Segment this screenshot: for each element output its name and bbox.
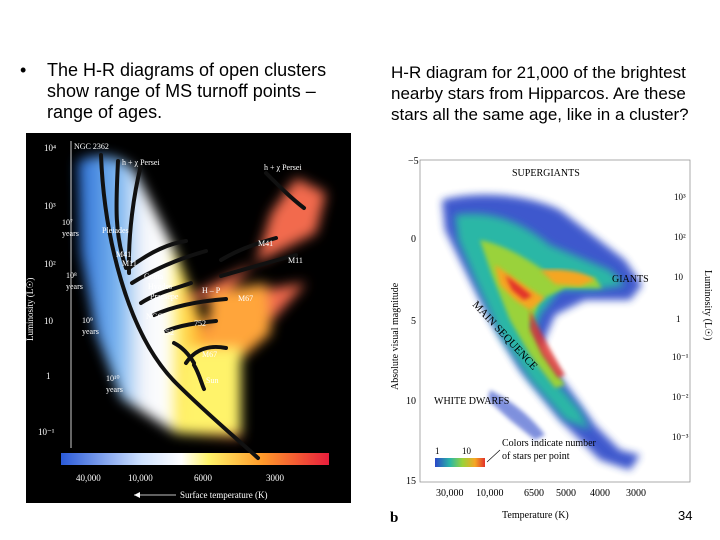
age-label: 10⁸ (66, 271, 77, 280)
cluster-label: Sun (206, 376, 218, 385)
cluster-label: Coma (144, 272, 164, 281)
luminosity-tick: 1 (676, 314, 681, 324)
y-tick: 10 (406, 396, 416, 407)
color-scale-min: 1 (435, 446, 440, 456)
luminosity-tick: 10⁻¹ (672, 352, 689, 362)
bullet-marker: • (20, 60, 27, 80)
cluster-label: NGC 2362 (74, 142, 109, 151)
density-color-scale (435, 458, 485, 467)
color-key-pointer (486, 449, 501, 463)
x-axis-arrowhead (134, 492, 140, 498)
x-tick: 6000 (194, 473, 213, 483)
cluster-label: M67 (202, 350, 217, 359)
luminosity-tick: 10³ (674, 192, 686, 202)
slide-number: 34 (678, 508, 693, 523)
luminosity-axis-label: Luminosity (L☉) (702, 270, 713, 340)
luminosity-tick: 10² (674, 232, 686, 242)
color-note: Colors indicate number (502, 438, 597, 449)
temperature-color-bar (61, 453, 329, 465)
cluster-label: Hyades (148, 282, 172, 291)
right-caption: H-R diagram for 21,000 of the brightest … (391, 63, 689, 124)
y-axis-label: Luminosity (L☉) (26, 278, 35, 341)
y-tick: 10 (44, 316, 54, 326)
x-tick: 10,000 (476, 488, 504, 499)
cluster-label: M11 (288, 256, 303, 265)
age-label: years (82, 327, 99, 336)
x-tick: 3000 (266, 473, 285, 483)
x-tick: 4000 (590, 488, 610, 499)
x-tick: 10,000 (128, 473, 153, 483)
y-tick: 10³ (44, 201, 56, 211)
y-tick: 10² (44, 259, 56, 269)
plot-frame (419, 159, 691, 483)
y-tick: −5 (408, 156, 419, 167)
luminosity-tick: 10⁻² (672, 392, 689, 402)
cluster-label: M41 (258, 239, 273, 248)
x-tick: 40,000 (76, 473, 101, 483)
cluster-label: h + χ Persei (122, 158, 160, 167)
age-label: years (106, 385, 123, 394)
cluster-label: Pleiades (102, 226, 129, 235)
cluster-label: M11 (122, 259, 137, 268)
y-tick: 15 (406, 476, 416, 487)
luminosity-tick: 10 (674, 272, 684, 282)
y-tick: 5 (411, 316, 416, 327)
cluster-label: NGC (146, 312, 163, 321)
x-axis-label: Temperature (K) (502, 510, 569, 521)
white-dwarfs-label: WHITE DWARFS (434, 396, 509, 407)
y-tick: 1 (46, 371, 51, 381)
cluster-label: 752 (194, 319, 206, 328)
cluster-isochrones (99, 153, 306, 460)
giants-label: GIANTS (612, 274, 649, 285)
y-tick: 10⁴ (44, 143, 56, 153)
cluster-label: H – P (202, 286, 221, 295)
x-tick: 5000 (556, 488, 576, 499)
cluster-label: h + χ Persei (264, 163, 302, 172)
x-tick: 30,000 (436, 488, 464, 499)
x-axis-label: Surface temperature (K) (180, 490, 267, 500)
supergiants-label: SUPERGIANTS (512, 168, 580, 179)
x-tick: 3000 (626, 488, 646, 499)
age-label: years (62, 229, 79, 238)
y-tick: 0 (411, 234, 416, 245)
age-label: 10¹⁰ (106, 374, 120, 383)
cluster-hr-diagram: 10⁴ 10³ 10² 10 1 10⁻¹ Luminosity (L☉) 40… (26, 133, 351, 503)
color-scale-max: 10 (462, 446, 472, 456)
cluster-label: 752 (162, 328, 174, 337)
hipparcos-hr-diagram: −5 0 5 10 15 Absolute visual magnitude 1… (390, 156, 713, 526)
cluster-label: M41 (116, 250, 131, 259)
y-axis-label: Absolute visual magnitude (390, 282, 401, 390)
x-tick: 6500 (524, 488, 544, 499)
age-label: 10⁷ (62, 218, 73, 227)
star-scatter-density (442, 194, 642, 470)
y-tick: 10⁻¹ (38, 427, 55, 437)
age-label: 10⁹ (82, 316, 93, 325)
luminosity-tick: 10⁻³ (672, 432, 689, 442)
left-caption: The H-R diagrams of open clusters show r… (47, 60, 327, 122)
color-note: of stars per point (502, 451, 570, 462)
panel-label: b (390, 510, 398, 526)
age-label: years (66, 282, 83, 291)
cluster-label: Praesepe (150, 292, 179, 301)
cluster-label: M67 (238, 294, 253, 303)
